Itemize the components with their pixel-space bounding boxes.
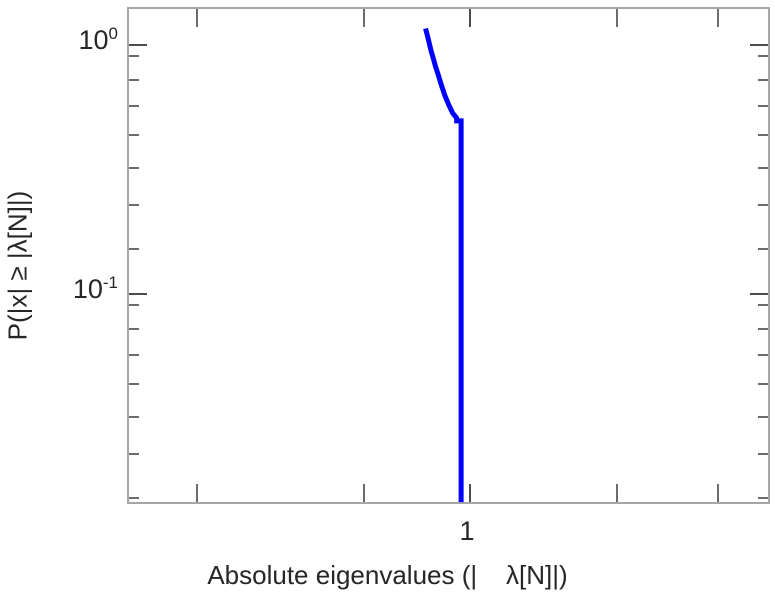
x-tick-major-mirror <box>469 9 471 27</box>
ccdf-polyline <box>423 27 464 503</box>
y-tick-minor-mirror <box>758 204 768 206</box>
x-tick-label-1: 1 <box>459 516 475 546</box>
y-tick-major-mirror <box>750 293 768 295</box>
y-tick-minor-mirror <box>758 416 768 418</box>
x-tick-minor <box>196 484 198 502</box>
y-tick-label-1e-1: 10-1 <box>72 273 118 304</box>
y-tick-minor <box>129 304 139 306</box>
y-tick-minor <box>129 105 139 107</box>
y-tick-minor <box>129 134 139 136</box>
x-tick-minor-mirror <box>717 9 719 27</box>
y-tick-minor <box>129 453 139 455</box>
x-tick-major-1 <box>469 484 471 502</box>
y-tick-minor <box>129 55 139 57</box>
x-tick-minor <box>616 484 618 502</box>
y-tick-minor-mirror <box>758 354 768 356</box>
plot-area <box>127 7 770 504</box>
y-tick-major-mirror <box>750 44 768 46</box>
y-tick-minor <box>129 248 139 250</box>
data-series-layer <box>129 9 772 506</box>
y-tick-label-1e0: 100 <box>78 24 118 55</box>
y-tick-minor-mirror <box>758 383 768 385</box>
y-tick-minor-mirror <box>758 105 768 107</box>
y-tick-major-1e-1 <box>129 293 147 295</box>
y-tick-minor-mirror <box>758 497 768 499</box>
x-axis-title: Absolute eigenvalues (| λ[N]|) <box>207 560 568 590</box>
x-tick-minor <box>717 484 719 502</box>
y-tick-minor <box>129 354 139 356</box>
y-tick-label-group: 100 10-1 <box>0 0 118 600</box>
y-tick-minor <box>129 167 139 169</box>
x-tick-minor <box>363 484 365 502</box>
y-tick-major-1e0 <box>129 44 147 46</box>
y-tick-minor-mirror <box>758 453 768 455</box>
y-tick-minor-mirror <box>758 328 768 330</box>
x-tick-minor-mirror <box>196 9 198 27</box>
y-tick-minor-mirror <box>758 55 768 57</box>
y-tick-minor <box>129 79 139 81</box>
x-tick-minor-mirror <box>616 9 618 27</box>
y-tick-minor <box>129 497 139 499</box>
x-tick-minor-mirror <box>363 9 365 27</box>
y-tick-minor <box>129 328 139 330</box>
y-tick-minor-mirror <box>758 248 768 250</box>
y-tick-minor <box>129 383 139 385</box>
y-tick-minor <box>129 416 139 418</box>
y-tick-minor-mirror <box>758 304 768 306</box>
y-tick-minor-mirror <box>758 79 768 81</box>
ccdf-curve <box>423 27 464 503</box>
y-tick-minor-mirror <box>758 167 768 169</box>
y-axis-title: P(|x| ≥ |λ[N]|) <box>2 190 33 341</box>
y-tick-minor-mirror <box>758 134 768 136</box>
y-tick-minor <box>129 204 139 206</box>
